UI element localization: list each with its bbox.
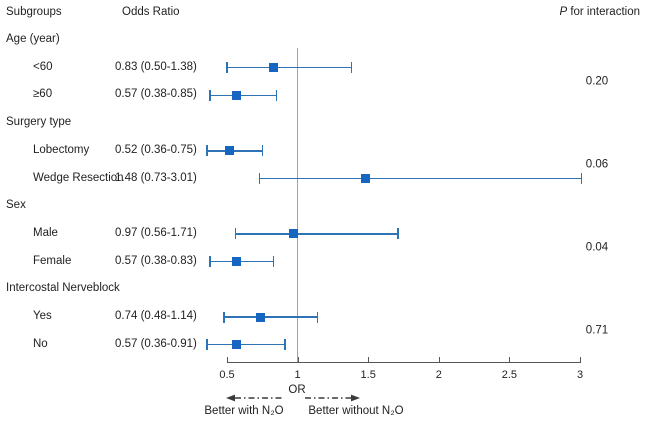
column-header-p-interaction: P for interaction — [559, 5, 640, 20]
ci-cap-high — [316, 311, 319, 323]
row-or-value: 1.48 (0.73-3.01) — [115, 171, 197, 184]
ci-cap-high — [580, 173, 583, 184]
row-label: ≥60 — [33, 88, 53, 101]
reference-line-or-1 — [297, 48, 299, 362]
ci-cap-high — [350, 62, 352, 74]
ci-cap-high — [397, 228, 399, 240]
ci-line — [224, 316, 318, 318]
x-tick-mark — [438, 357, 440, 362]
group-label: Sex — [6, 199, 26, 212]
ci-cap-low — [206, 145, 208, 157]
point-estimate-marker — [288, 229, 298, 239]
p-interaction-value: 0.71 — [585, 324, 609, 337]
ci-cap-high — [272, 256, 275, 268]
x-tick-mark — [580, 357, 581, 362]
p-italic-letter: P — [559, 6, 568, 18]
group-label: Age (year) — [6, 33, 60, 45]
arrow-right-head-icon — [351, 394, 360, 402]
x-axis-title: OR — [288, 384, 306, 396]
ci-cap-high — [275, 89, 278, 101]
group-label: Intercostal Nerveblock — [6, 282, 120, 295]
point-estimate-marker — [256, 312, 266, 322]
column-header-odds-ratio: Odds Ratio — [122, 6, 180, 18]
row-or-value: 0.97 (0.56-1.71) — [115, 226, 197, 239]
ci-cap-low — [206, 339, 208, 351]
point-estimate-marker — [269, 63, 279, 73]
point-estimate-marker — [232, 90, 242, 100]
x-tick-label: 2 — [435, 369, 442, 381]
group-label: Surgery type — [6, 116, 72, 129]
row-label: Female — [33, 254, 72, 267]
ci-line — [207, 150, 263, 152]
ci-cap-low — [234, 228, 237, 240]
row-or-value: 0.57 (0.38-0.85) — [115, 88, 197, 101]
x-axis-line — [227, 362, 581, 363]
x-tick-label: 1 — [294, 369, 301, 381]
p-interaction-value: 0.04 — [585, 241, 609, 254]
x-tick-mark — [227, 357, 228, 362]
x-tick-mark — [509, 357, 511, 362]
ci-cap-low — [209, 89, 211, 101]
x-tick-label: 1.5 — [360, 369, 376, 381]
point-estimate-marker — [225, 146, 235, 156]
ci-cap-low — [258, 173, 261, 184]
row-label: Wedge Resection — [33, 171, 124, 184]
x-tick-label: 3 — [576, 369, 584, 381]
ci-cap-low — [226, 62, 228, 74]
ci-line — [207, 343, 285, 346]
direction-arrows — [226, 394, 360, 402]
row-label: Male — [33, 226, 58, 239]
ci-line — [235, 233, 398, 235]
p-header-rest: for interaction — [567, 6, 640, 18]
ci-line — [210, 260, 274, 263]
point-estimate-marker — [360, 174, 370, 183]
row-or-value: 0.57 (0.38-0.83) — [115, 254, 197, 267]
x-tick-label: 2.5 — [501, 369, 518, 381]
row-or-value: 0.52 (0.36-0.75) — [115, 143, 197, 156]
row-or-value: 0.83 (0.50-1.38) — [115, 60, 197, 73]
row-label: Yes — [33, 310, 52, 322]
row-or-value: 0.74 (0.48-1.14) — [115, 310, 197, 322]
ci-line — [259, 177, 582, 180]
ci-cap-high — [284, 339, 286, 351]
p-interaction-value: 0.06 — [585, 158, 609, 171]
point-estimate-marker — [232, 257, 242, 267]
row-label: Lobectomy — [33, 143, 90, 156]
ci-cap-low — [209, 256, 211, 268]
ci-cap-high — [261, 145, 264, 157]
footer-label-better-with-n2o: Better with N₂O — [204, 405, 284, 417]
arrow-left-head-icon — [226, 394, 235, 402]
x-tick-mark — [297, 357, 299, 362]
x-tick-label: 0.5 — [219, 369, 235, 381]
ci-cap-low — [223, 311, 225, 323]
row-label: <60 — [33, 60, 53, 73]
footer-label-better-without-n2o: Better without N₂O — [308, 405, 404, 417]
ci-line — [210, 94, 277, 97]
x-tick-mark — [368, 357, 370, 362]
row-or-value: 0.57 (0.36-0.91) — [115, 337, 197, 350]
ci-line — [227, 66, 352, 69]
point-estimate-marker — [232, 340, 242, 350]
p-interaction-value: 0.20 — [585, 75, 609, 88]
row-label: No — [33, 337, 48, 350]
column-header-subgroups: Subgroups — [6, 6, 62, 18]
